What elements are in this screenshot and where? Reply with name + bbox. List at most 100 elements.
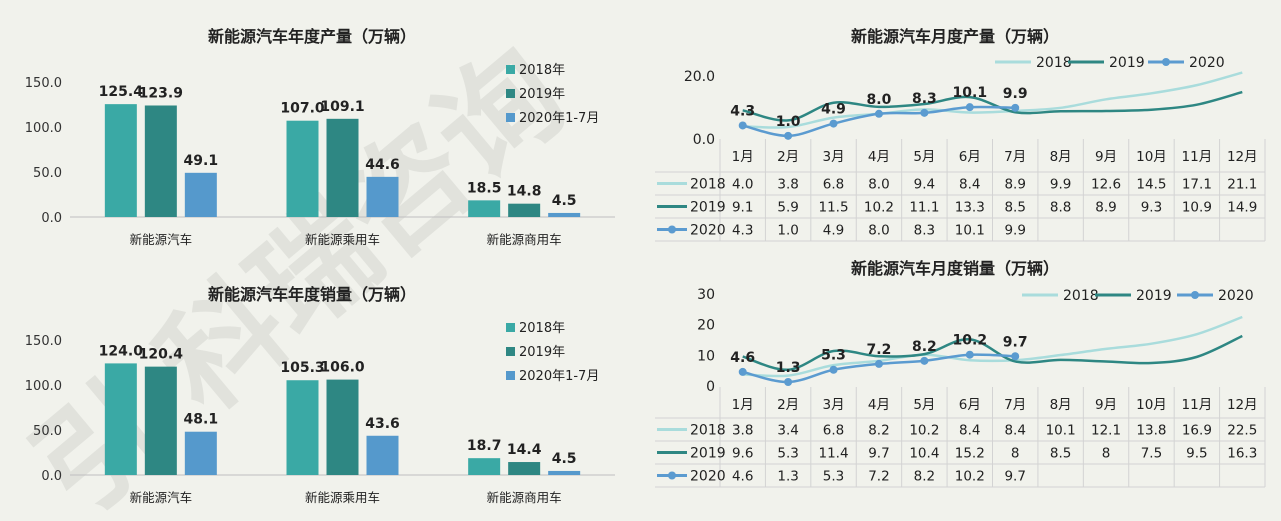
category-label: 5月 [913,397,935,413]
table-cell: 8.4 [1004,423,1025,439]
chart-title: 新能源汽车年度销量（万辆） [208,285,416,304]
bar [184,172,217,217]
table-cell: 13.3 [955,200,985,216]
row-label: 2020 [690,223,726,239]
bar [286,380,319,475]
data-label: 8.0 [867,92,892,108]
data-label: 14.8 [507,184,542,200]
category-label: 10月 [1136,397,1167,413]
data-label: 4.9 [821,102,846,118]
category-label: 新能源商用车 [487,232,562,247]
row-label: 2019 [690,200,726,216]
data-label: 1.0 [776,114,801,130]
legend-label: 2018年 [519,321,565,336]
data-label: 43.6 [365,416,400,432]
data-point [738,367,747,376]
y-tick-label: 50.0 [33,166,62,181]
category-label: 新能源商用车 [487,490,562,505]
legend-label: 2020年1-7月 [519,369,599,384]
category-label: 8月 [1050,397,1072,413]
table-cell: 10.2 [864,200,894,216]
monthly-sales-chart: 新能源汽车月度销量（万辆） 2018 2019 2020 0 10 20 30 4.6 1.3 5.… [640,258,1281,517]
legend-label: 2020 [1218,288,1254,304]
table-cell: 6.8 [823,423,844,439]
table-cell: 12.6 [1091,177,1121,193]
table-cell: 10.4 [909,446,939,462]
category-label: 8月 [1050,149,1072,165]
bar [184,431,217,475]
data-label: 1.3 [776,360,801,376]
legend-label: 2019年 [519,345,565,360]
data-label: 48.1 [184,412,219,428]
legend-swatch [506,347,515,356]
table-cell: 14.5 [1136,177,1166,193]
table-cell: 11.5 [819,200,849,216]
category-label: 12月 [1227,149,1258,165]
table-cell: 12.1 [1091,423,1121,439]
data-label: 109.1 [320,99,364,115]
table-cell: 8.2 [914,469,935,485]
bar [326,118,359,217]
legend-label: 2019 [1109,55,1145,71]
table-cell: 6.8 [823,177,844,193]
data-point [784,131,793,140]
data-label: 7.2 [867,342,892,358]
data-label: 44.6 [365,157,400,173]
data-label: 120.4 [139,347,184,363]
legend-marker [1162,58,1170,66]
data-label: 4.3 [730,103,755,119]
bar [548,212,581,217]
bar [548,470,581,475]
chart-title: 新能源汽车月度产量（万辆） [851,27,1059,46]
table-cell: 15.2 [955,446,985,462]
data-label: 10.1 [953,85,988,101]
category-label: 新能源乘用车 [305,490,380,505]
data-label: 123.9 [139,85,183,101]
row-label: 2018 [690,177,726,193]
y-tick-label: 0 [706,379,715,395]
table-cell: 9.6 [732,446,753,462]
category-label: 7月 [1004,149,1026,165]
table-cell: 8.9 [1004,177,1025,193]
bar [104,104,137,217]
data-label: 105.3 [280,360,324,376]
table-cell: 9.9 [1050,177,1071,193]
row-label: 2019 [690,446,726,462]
y-tick-label: 30 [697,287,715,303]
table-cell: 4.3 [732,223,753,239]
data-point [874,109,883,118]
table-cell: 1.3 [777,469,798,485]
data-point [965,103,974,112]
series-line [742,334,1243,371]
data-label: 9.7 [1003,334,1028,350]
data-label: 18.5 [467,180,502,196]
y-tick-label: 20.0 [684,69,715,85]
table-cell: 5.3 [777,446,798,462]
table-cell: 8.0 [868,223,889,239]
bar [144,366,177,475]
legend-label: 2018 [1036,55,1072,71]
table-cell: 4.9 [823,223,844,239]
bar [326,379,359,475]
data-label: 4.6 [730,350,755,366]
table-cell: 22.5 [1227,423,1257,439]
chart-title: 新能源汽车年度产量（万辆） [208,27,416,46]
y-tick-label: 10 [697,348,715,364]
data-point [784,378,793,387]
y-tick-label: 0.0 [41,211,62,226]
series-line [742,71,1243,129]
table-cell: 9.1 [732,200,753,216]
series-line [742,90,1243,122]
annual-production-chart: 新能源汽车年度产量（万辆） 0.0 50.0 100.0 150.0 新能源汽车 125.4… [0,0,640,258]
legend-label: 2020年1-7月 [519,111,599,126]
table-cell: 16.3 [1227,446,1257,462]
bar [286,120,319,217]
data-label: 4.5 [552,193,577,209]
table-cell: 10.1 [1046,423,1076,439]
category-label: 6月 [959,149,981,165]
bar [468,458,501,475]
table-cell: 9.3 [1141,200,1162,216]
data-label: 8.2 [912,339,937,355]
table-cell: 9.7 [1004,469,1025,485]
table-cell: 8 [1011,446,1020,462]
